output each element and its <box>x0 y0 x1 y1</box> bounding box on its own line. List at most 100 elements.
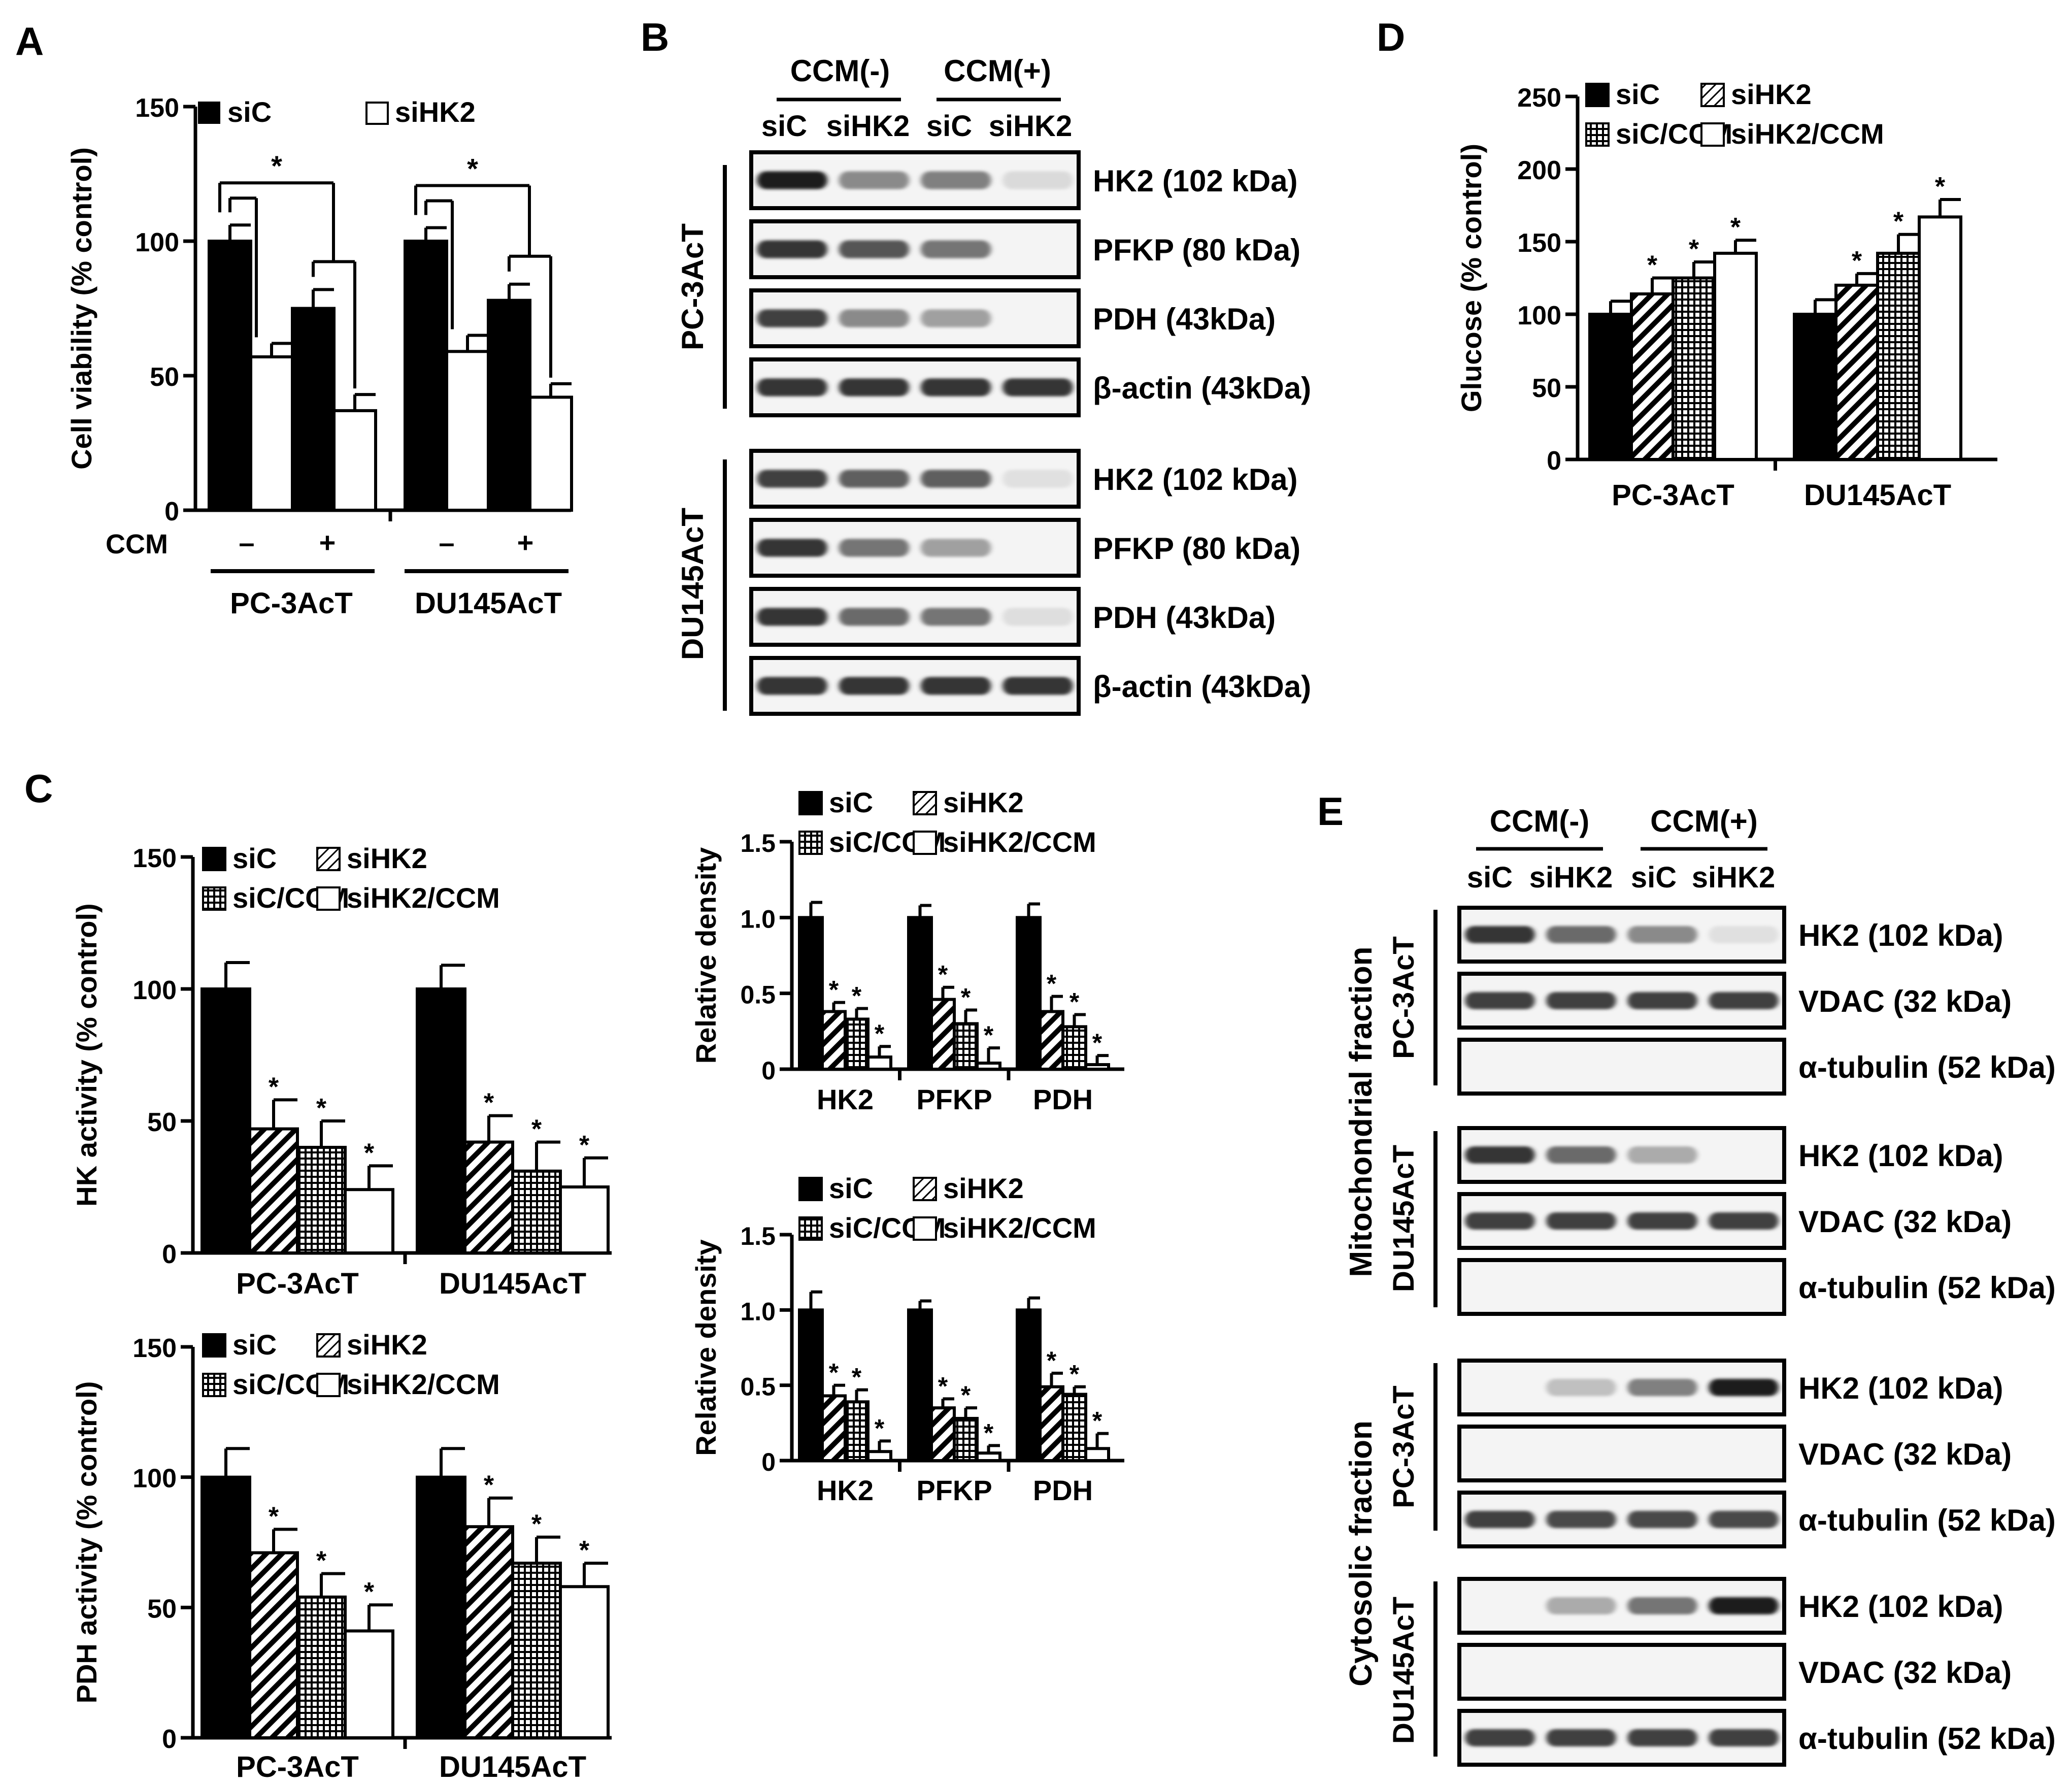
legend-label-sihk2-ccm: siHK2/CCM <box>347 882 500 914</box>
legend-swatch-sic <box>798 791 823 815</box>
significance-star: * <box>1893 207 1904 237</box>
blot-band <box>757 171 827 189</box>
blot-band <box>1465 1729 1535 1746</box>
ccm-sign-3: – <box>439 526 454 558</box>
panel-b-ccm-plus: CCM(+) <box>944 54 1051 88</box>
legend-label-sic: siC <box>1616 78 1660 110</box>
blot-band <box>757 378 827 396</box>
significance-star: * <box>1047 970 1057 998</box>
blot-band <box>757 677 827 695</box>
blot-b-pc3-1: PFKP (80 kDa) <box>749 219 1300 279</box>
x-tick-label-du145act: DU145AcT <box>1804 479 1951 512</box>
blot-band <box>1709 1597 1779 1614</box>
blot-band <box>1465 992 1535 1009</box>
bar-hk2-sihk2-ccm <box>866 1450 892 1462</box>
bar-pc-3act-sihk2 <box>1630 292 1675 461</box>
blot-band <box>1465 926 1535 943</box>
blot-band <box>1546 1597 1616 1614</box>
blot-band <box>1002 608 1073 626</box>
blot-e-0: HK2 (102 kDa) <box>1457 906 2003 964</box>
blot-band <box>757 240 827 258</box>
x-tick-label-pfkp: PFKP <box>916 1083 992 1115</box>
blot-b-pc3-2: PDH (43kDa) <box>749 288 1276 348</box>
blot-band <box>839 240 910 258</box>
y-tick-label: 200 <box>1517 156 1561 185</box>
legend-label-sic: siC <box>829 1172 873 1204</box>
significance-star: * <box>1689 235 1699 264</box>
legend-swatch-sic-ccm <box>202 1373 226 1397</box>
significance-star: * <box>961 1381 971 1409</box>
legend-swatch-sic <box>198 102 220 124</box>
blot-band <box>1709 1729 1779 1746</box>
panel-a-brackets: * * <box>218 150 552 389</box>
significance-star: * <box>938 1372 948 1400</box>
blot-band <box>1627 1729 1697 1746</box>
blot-e-2: α-tubulin (52 kDa) <box>1457 1038 2056 1096</box>
panel-b-side-labels: PC-3AcT DU145AcT <box>676 165 727 711</box>
bar-pfkp-sihk2 <box>930 1406 956 1463</box>
panel-label-e: E <box>1317 789 1344 834</box>
panel-e-line-4: DU145AcT <box>1387 1597 1420 1744</box>
blot-b-du145-0: HK2 (102 kDa) <box>749 449 1298 509</box>
blot-band <box>1002 470 1073 488</box>
significance-star: * <box>1047 1346 1057 1375</box>
blot-band <box>839 309 910 327</box>
blot-band <box>920 309 991 327</box>
legend-label-sic: siC <box>829 786 873 818</box>
chart-c-pdh-activity: 0 50 100 150 PDH activity (% control) * * * PC-3… <box>71 1334 612 1783</box>
blot-e-8: α-tubulin (52 kDa) <box>1457 1491 2056 1548</box>
y-tick-label: 100 <box>132 976 177 1005</box>
bracket-star: * <box>271 150 282 182</box>
blot-e-5: α-tubulin (52 kDa) <box>1457 1258 2056 1316</box>
bracket-star: * <box>467 153 478 185</box>
y-axis-label: PDH activity (% control) <box>71 1381 103 1704</box>
y-axis-label: Relative density <box>690 1239 722 1456</box>
legend-swatch-sihk2-ccm <box>316 886 341 911</box>
bar-pfkp-sic <box>907 1308 933 1462</box>
significance-star: * <box>316 1546 327 1576</box>
significance-star: * <box>484 1471 494 1500</box>
panel-a-legend: siC siHK2 <box>198 96 476 128</box>
legend-swatch-sihk2 <box>365 102 389 125</box>
blot-label: HK2 (102 kDa) <box>1798 1371 2003 1405</box>
y-axis-label: Relative density <box>690 847 722 1064</box>
x-tick-label-du145act: DU145AcT <box>439 1750 586 1783</box>
bar-pdh-sihk2 <box>1039 1385 1064 1462</box>
panel-e-line-3: PC-3AcT <box>1387 1385 1420 1508</box>
significance-star: * <box>852 982 862 1010</box>
blot-frame <box>1457 1258 1786 1316</box>
bar-pdh-sic-ccm <box>1061 1393 1087 1462</box>
significance-star: * <box>984 1021 994 1049</box>
blot-band <box>1002 677 1073 695</box>
bar-du145act-sihk2-ccm <box>1918 215 1962 461</box>
y-tick-label: 0 <box>761 1448 776 1476</box>
blot-label: β-actin (43kDa) <box>1093 670 1311 704</box>
legend-label-sihk2-ccm: siHK2/CCM <box>1731 118 1884 150</box>
ccm-sign-4: + <box>517 526 534 558</box>
blot-band <box>920 608 991 626</box>
y-tick-label: 0.5 <box>740 1373 776 1401</box>
blot-band <box>757 539 827 557</box>
blot-band <box>920 378 991 396</box>
legend-swatch-sihk2-ccm <box>913 1216 937 1241</box>
bar-pc-3act-sihk2-ccm <box>344 1629 394 1740</box>
x-tick-label-pc-3act: PC-3AcT <box>236 1750 359 1783</box>
ccm-row-label: CCM <box>106 529 168 559</box>
legend-label-sihk2-ccm: siHK2/CCM <box>347 1368 500 1400</box>
blot-label: α-tubulin (52 kDa) <box>1798 1722 2056 1756</box>
bar-du145act-sihk2 <box>463 1140 514 1255</box>
panel-e-line-2: DU145AcT <box>1387 1145 1420 1292</box>
panel-a-ccm-row: CCM – + – + PC-3AcT DU145AcT <box>106 526 569 620</box>
blot-b-du145-1: PFKP (80 kDa) <box>749 518 1300 578</box>
blot-label: HK2 (102 kDa) <box>1093 462 1298 497</box>
blot-band <box>1709 926 1779 943</box>
significance-star: * <box>1647 251 1658 280</box>
blot-band <box>1002 171 1073 189</box>
blot-band <box>1465 1146 1535 1164</box>
significance-star: * <box>875 1414 885 1442</box>
x-tick-label-pc-3act: PC-3AcT <box>236 1267 359 1300</box>
blot-band <box>1627 1379 1697 1396</box>
blot-b-pc3-3: β-actin (43kDa) <box>749 357 1311 417</box>
bar-du145act-sihk2 <box>445 350 490 512</box>
